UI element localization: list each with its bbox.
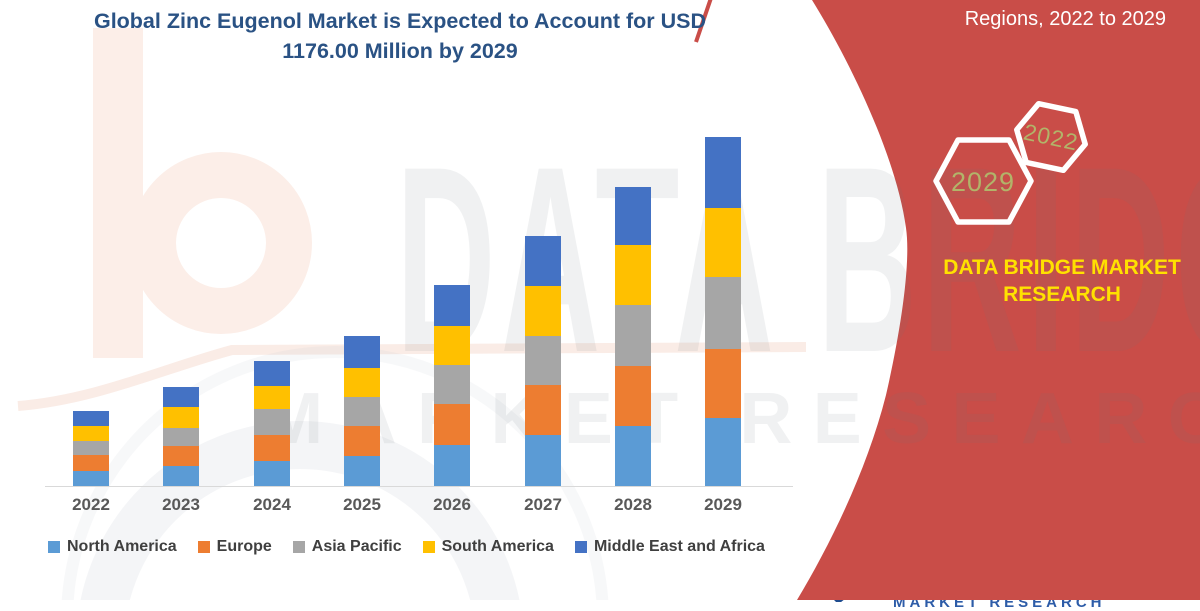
bar-2027 bbox=[525, 100, 561, 486]
legend-label: South America bbox=[441, 538, 554, 555]
legend-item: Middle East and Africa bbox=[574, 538, 765, 556]
bar-segment bbox=[705, 277, 741, 350]
bar-segment bbox=[705, 349, 741, 419]
bar-segment bbox=[434, 403, 470, 445]
x-axis-label: 2029 bbox=[704, 495, 742, 514]
legend-item: Europe bbox=[197, 538, 272, 556]
bar-segment bbox=[254, 386, 290, 410]
bar-segment bbox=[163, 427, 199, 447]
bar-2023 bbox=[163, 100, 199, 486]
bar-segment bbox=[254, 435, 290, 461]
x-axis-label: 2023 bbox=[162, 495, 200, 514]
legend-label: Europe bbox=[216, 538, 272, 555]
x-axis-label: 2026 bbox=[433, 495, 471, 514]
bar-segment bbox=[434, 285, 470, 327]
bar-segment bbox=[525, 285, 561, 337]
bar-segment bbox=[254, 361, 290, 387]
legend-swatch-icon bbox=[197, 541, 210, 553]
bar-segment bbox=[73, 411, 109, 427]
bar-segment bbox=[344, 426, 380, 457]
bar-segment bbox=[525, 384, 561, 435]
bar-2029 bbox=[705, 100, 741, 486]
bar-segment bbox=[615, 305, 651, 366]
legend-label: North America bbox=[67, 538, 177, 555]
bar-segment bbox=[163, 386, 199, 407]
bar-segment bbox=[525, 336, 561, 385]
bar-chart bbox=[40, 100, 800, 486]
legend-item: Asia Pacific bbox=[292, 538, 402, 556]
legend-swatch-icon bbox=[48, 541, 60, 553]
red-accent-line bbox=[694, 0, 713, 43]
bar-segment bbox=[344, 397, 380, 427]
bar-segment bbox=[344, 335, 380, 368]
legend-swatch-icon bbox=[574, 541, 587, 553]
red-curve bbox=[797, 0, 1200, 600]
legend-label: Asia Pacific bbox=[311, 538, 402, 555]
bar-2026 bbox=[434, 100, 470, 486]
bar-segment bbox=[73, 426, 109, 441]
x-axis-label: 2024 bbox=[253, 495, 291, 514]
bar-segment bbox=[434, 364, 470, 404]
bar-2028 bbox=[615, 100, 651, 486]
bar-segment bbox=[254, 409, 290, 436]
bar-segment bbox=[434, 326, 470, 365]
x-axis-line bbox=[45, 486, 793, 487]
bar-segment bbox=[615, 425, 651, 486]
bar-segment bbox=[615, 186, 651, 245]
bar-2024 bbox=[254, 100, 290, 486]
bar-segment bbox=[254, 460, 290, 486]
bar-segment bbox=[73, 470, 109, 486]
bar-2022 bbox=[73, 100, 109, 486]
bar-segment bbox=[615, 365, 651, 426]
bar-segment bbox=[344, 367, 380, 398]
bar-segment bbox=[705, 137, 741, 208]
bar-segment bbox=[705, 418, 741, 486]
bar-segment bbox=[434, 444, 470, 486]
bar-segment bbox=[525, 434, 561, 486]
legend-swatch-icon bbox=[422, 541, 435, 553]
bar-segment bbox=[163, 406, 199, 428]
x-axis-label: 2025 bbox=[343, 495, 381, 514]
bar-segment bbox=[705, 208, 741, 278]
bar-segment bbox=[163, 446, 199, 467]
brand-name-banner: DATA BRIDGE MARKET RESEARCH bbox=[943, 256, 1181, 306]
chart-legend: North America Europe Asia Pacific South Ame… bbox=[48, 538, 765, 556]
legend-swatch-icon bbox=[292, 541, 305, 553]
page-title: Global Zinc Eugenol Market is Expected t… bbox=[93, 9, 707, 63]
x-axis-label: 2028 bbox=[614, 495, 652, 514]
regions-label: Regions, 2022 to 2029 bbox=[964, 8, 1166, 30]
x-axis-label: 2022 bbox=[72, 495, 110, 514]
bar-segment bbox=[525, 236, 561, 286]
bar-segment bbox=[344, 456, 380, 486]
x-axis-labels: 2022 2023 2024 2025 2026 2027 2028 2029 bbox=[40, 495, 800, 519]
legend-label: Middle East and Africa bbox=[593, 538, 765, 555]
x-axis-label: 2027 bbox=[524, 495, 562, 514]
legend-item: North America bbox=[48, 538, 177, 556]
bar-2025 bbox=[344, 100, 380, 486]
bar-segment bbox=[73, 440, 109, 455]
bar-segment bbox=[615, 244, 651, 306]
bar-segment bbox=[163, 466, 199, 486]
legend-item: South America bbox=[422, 538, 554, 556]
bar-segment bbox=[73, 454, 109, 471]
